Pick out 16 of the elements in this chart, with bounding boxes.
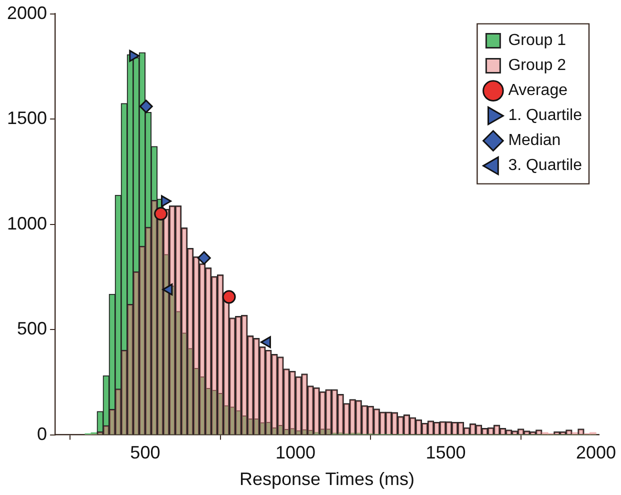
x-tick-label: 500 bbox=[130, 442, 160, 463]
x-tick-label: 1000 bbox=[275, 442, 316, 463]
y-tick-label: 500 bbox=[16, 318, 48, 339]
legend-label: Group 2 bbox=[508, 57, 566, 74]
y-tick-label: 0 bbox=[37, 424, 48, 444]
legend-label: Average bbox=[508, 82, 568, 100]
y-tick-label: 1500 bbox=[6, 108, 48, 128]
x-tick-label: 1500 bbox=[426, 442, 466, 463]
legend-label: 1. Quartile bbox=[508, 107, 582, 124]
y-tick-label: 1000 bbox=[6, 213, 48, 234]
y-tick-label: 2000 bbox=[6, 2, 48, 23]
x-axis-title: Response Times (ms) bbox=[240, 469, 415, 490]
legend-label: Group 1 bbox=[508, 32, 566, 50]
legend-label: 3. Quartile bbox=[508, 157, 582, 174]
legend-label: Median bbox=[508, 132, 561, 150]
x-tick-label: 2000 bbox=[576, 442, 616, 463]
